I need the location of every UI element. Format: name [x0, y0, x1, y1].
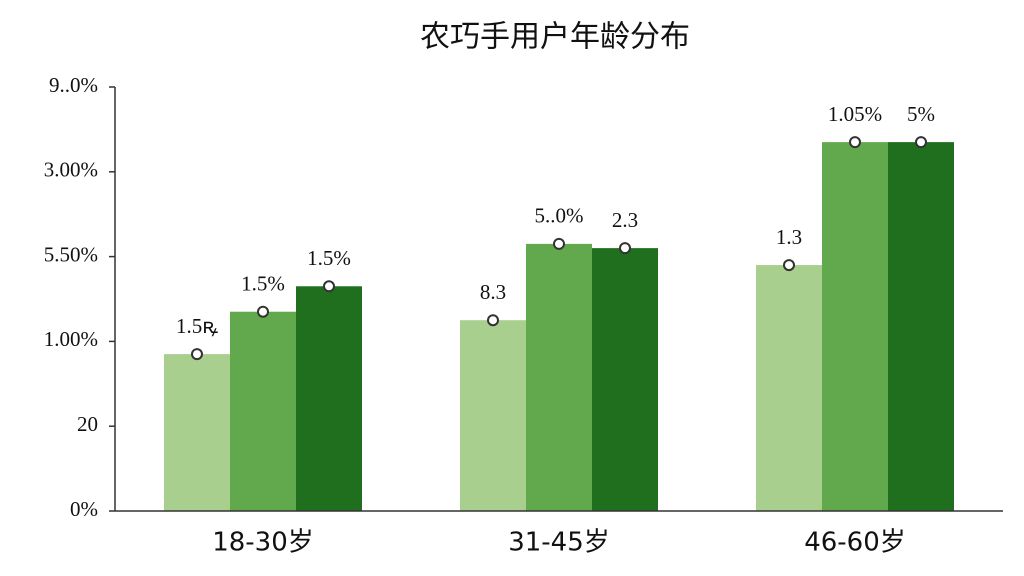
chart-title: 农巧手用户年龄分布 [420, 20, 690, 55]
bar-marker [783, 259, 795, 272]
x-tick-label: 46-60岁 [804, 528, 906, 558]
bar-marker [619, 242, 631, 255]
bar-marker [323, 280, 335, 293]
y-tick-label: 20 [77, 412, 98, 436]
y-tick-label: 9..0% [49, 73, 98, 97]
y-tick-label: 5.50% [44, 242, 98, 266]
bar [460, 320, 526, 511]
y-tick-label: 1.00% [44, 327, 98, 351]
value-label: 1.5% [307, 246, 351, 270]
value-label: 1.3 [776, 225, 802, 249]
value-label: 1.5% [241, 272, 285, 296]
bar [164, 354, 230, 511]
bar [756, 265, 822, 511]
value-label: 1.5ꝶ [176, 314, 218, 338]
value-label: 2.3 [612, 208, 638, 232]
bar-marker [553, 237, 565, 250]
value-label: 5% [907, 102, 935, 126]
bar [526, 243, 592, 511]
value-label: 5..0% [535, 204, 584, 228]
bar-marker [849, 136, 861, 149]
value-label: 8.3 [480, 280, 506, 304]
x-tick-label: 18-30岁 [212, 528, 314, 558]
bar-marker [915, 136, 927, 149]
bar [230, 311, 296, 511]
x-tick-label: 31-45岁 [508, 528, 610, 558]
bar [888, 142, 954, 511]
bar-marker [257, 305, 269, 318]
y-tick-label: 0% [70, 497, 98, 521]
bar-marker [191, 348, 203, 361]
bar [822, 142, 888, 511]
y-tick-label: 3.00% [44, 158, 98, 182]
value-label: 1.05% [828, 102, 882, 126]
bar [296, 286, 362, 511]
bar-marker [487, 314, 499, 327]
bar [592, 248, 658, 511]
